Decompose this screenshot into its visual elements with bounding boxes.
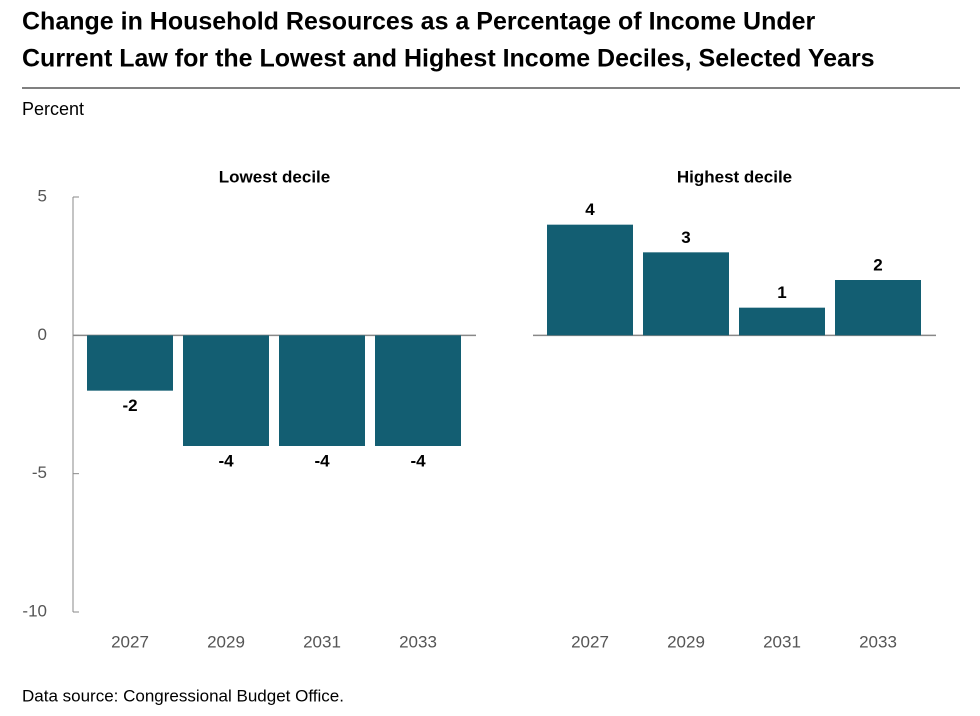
panel-title: Highest decile <box>677 167 792 186</box>
data-label: -4 <box>314 451 330 470</box>
chart-title: Current Law for the Lowest and Highest I… <box>22 45 875 73</box>
y-tick-label: 0 <box>38 325 47 344</box>
data-label: -4 <box>218 451 234 470</box>
bar <box>87 335 173 391</box>
x-tick-label: 2033 <box>399 632 437 651</box>
data-label: -2 <box>122 396 137 415</box>
bar <box>183 335 269 446</box>
y-tick-label: -5 <box>32 463 47 482</box>
data-label: 3 <box>681 228 690 247</box>
x-tick-label: 2033 <box>859 632 897 651</box>
bar <box>375 335 461 446</box>
bar <box>835 280 921 336</box>
bar <box>739 307 825 336</box>
x-tick-label: 2029 <box>207 632 245 651</box>
y-tick-label: 5 <box>38 186 47 205</box>
bar <box>643 252 729 336</box>
data-label: -4 <box>410 451 426 470</box>
y-tick-label: -10 <box>22 601 47 620</box>
panel-title: Lowest decile <box>219 167 330 186</box>
data-label: 2 <box>873 255 882 274</box>
y-axis-label: Percent <box>22 99 84 119</box>
data-label: 1 <box>777 283 786 302</box>
x-tick-label: 2027 <box>571 632 609 651</box>
x-tick-label: 2031 <box>763 632 801 651</box>
bar <box>279 335 365 446</box>
chart-title: Change in Household Resources as a Perce… <box>22 8 816 36</box>
x-tick-label: 2031 <box>303 632 341 651</box>
x-tick-label: 2027 <box>111 632 149 651</box>
data-label: 4 <box>585 200 595 219</box>
bar <box>547 224 633 336</box>
source-note: Data source: Congressional Budget Office… <box>22 686 344 705</box>
x-tick-label: 2029 <box>667 632 705 651</box>
